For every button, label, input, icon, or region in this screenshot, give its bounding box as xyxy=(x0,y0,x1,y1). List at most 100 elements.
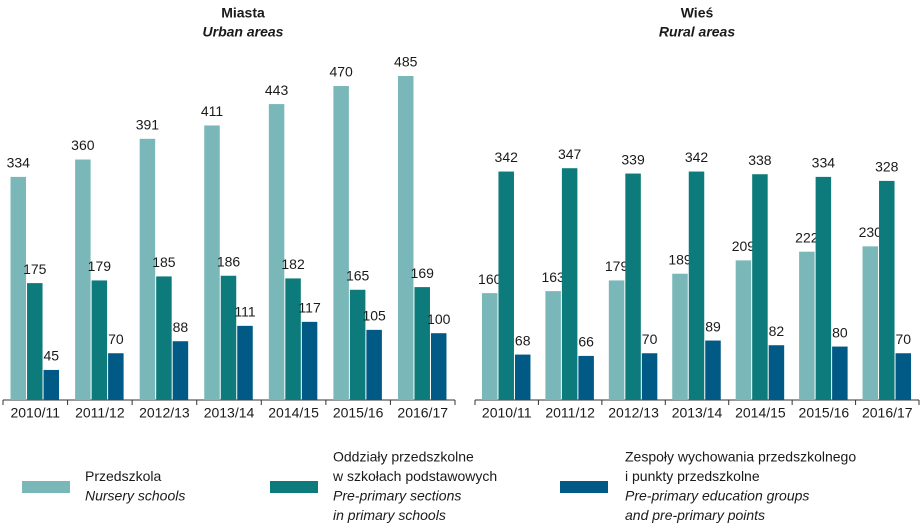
x-tick-label: 2016/17 xyxy=(397,405,448,421)
bar xyxy=(204,125,220,401)
bar xyxy=(862,246,879,400)
bar xyxy=(578,355,594,400)
legend-label: Nursery schools xyxy=(85,487,185,503)
bar xyxy=(832,346,848,400)
value-label: 209 xyxy=(732,238,756,254)
bar xyxy=(608,280,625,400)
value-label: 342 xyxy=(685,149,709,165)
legend-swatch xyxy=(270,481,318,493)
bar xyxy=(768,345,785,400)
value-label: 70 xyxy=(642,331,658,347)
bar xyxy=(43,369,60,400)
legend-label: Zespoły wychowania przedszkolnego xyxy=(625,448,856,464)
bar xyxy=(799,251,815,400)
x-tick-label: 2013/14 xyxy=(672,405,723,421)
chart-subtitle: Urban areas xyxy=(203,24,284,40)
value-label: 111 xyxy=(234,304,255,320)
bar xyxy=(108,353,124,400)
value-label: 443 xyxy=(265,82,289,98)
bar xyxy=(641,353,658,400)
value-label: 185 xyxy=(152,254,176,270)
bar xyxy=(414,287,430,400)
value-label: 68 xyxy=(515,332,531,348)
value-label: 117 xyxy=(298,300,321,316)
bar xyxy=(237,325,253,400)
legend-label: Przedszkola xyxy=(85,468,161,484)
value-label: 179 xyxy=(605,258,629,274)
x-tick-label: 2014/15 xyxy=(268,405,319,421)
bar xyxy=(366,329,382,400)
bar xyxy=(333,86,349,400)
bar xyxy=(561,168,578,400)
value-label: 169 xyxy=(411,265,435,281)
value-label: 485 xyxy=(394,54,418,70)
value-label: 230 xyxy=(859,224,883,240)
bar xyxy=(879,180,895,400)
legend-label: Pre-primary education groups xyxy=(625,487,809,503)
value-label: 160 xyxy=(478,271,502,287)
value-label: 175 xyxy=(23,261,47,277)
bar xyxy=(735,260,752,400)
x-tick-label: 2013/14 xyxy=(204,405,255,421)
bar xyxy=(220,275,237,400)
bar xyxy=(397,76,414,401)
value-label: 100 xyxy=(427,311,451,327)
value-label: 89 xyxy=(705,318,721,334)
value-label: 360 xyxy=(71,137,95,153)
value-label: 189 xyxy=(668,251,692,267)
legend-label: in primary schools xyxy=(333,507,446,523)
value-label: 222 xyxy=(795,229,819,245)
bar xyxy=(285,278,301,400)
bar xyxy=(430,333,447,400)
x-tick-label: 2016/17 xyxy=(862,405,913,421)
bar xyxy=(498,171,514,400)
value-label: 66 xyxy=(578,334,594,350)
value-label: 186 xyxy=(217,253,241,269)
chart-title: Wieś xyxy=(681,5,714,21)
legend-swatch xyxy=(560,481,608,493)
value-label: 391 xyxy=(136,117,160,133)
value-label: 163 xyxy=(541,269,565,285)
legend-label: and pre-primary points xyxy=(625,507,765,523)
value-label: 45 xyxy=(43,348,59,364)
value-label: 80 xyxy=(832,324,848,340)
bar xyxy=(815,176,832,400)
x-tick-label: 2015/16 xyxy=(333,405,384,421)
bar xyxy=(545,291,561,400)
bar xyxy=(10,176,27,400)
value-label: 165 xyxy=(346,267,370,283)
bar xyxy=(91,280,108,400)
bar xyxy=(688,171,705,400)
value-label: 338 xyxy=(748,152,772,168)
legend-swatch xyxy=(22,481,70,493)
chart-title: Miasta xyxy=(221,5,265,21)
x-tick-label: 2014/15 xyxy=(735,405,786,421)
bar xyxy=(156,276,172,400)
bar xyxy=(75,159,91,400)
x-tick-label: 2012/13 xyxy=(608,405,659,421)
bar xyxy=(752,174,768,400)
x-tick-label: 2010/11 xyxy=(10,405,60,421)
value-label: 334 xyxy=(7,155,31,171)
bar xyxy=(705,340,721,400)
bar xyxy=(349,289,366,400)
legend-label: Oddziały przedszkolne xyxy=(333,448,474,464)
value-label: 342 xyxy=(495,149,519,165)
x-tick-label: 2011/12 xyxy=(75,405,125,421)
value-label: 339 xyxy=(621,151,645,167)
x-tick-label: 2015/16 xyxy=(799,405,850,421)
x-tick-label: 2011/12 xyxy=(545,405,595,421)
bar xyxy=(139,138,156,400)
legend-label: i punkty przedszkolne xyxy=(625,468,760,484)
bar xyxy=(895,353,912,400)
value-label: 411 xyxy=(201,103,224,119)
value-label: 105 xyxy=(362,308,386,324)
legend-label: Pre-primary sections xyxy=(333,487,461,503)
value-label: 470 xyxy=(329,64,353,80)
bar xyxy=(625,173,641,400)
legend-label: w szkołach podstawowych xyxy=(332,468,497,484)
value-label: 334 xyxy=(812,155,836,171)
bar xyxy=(514,354,531,400)
value-label: 88 xyxy=(173,319,189,335)
